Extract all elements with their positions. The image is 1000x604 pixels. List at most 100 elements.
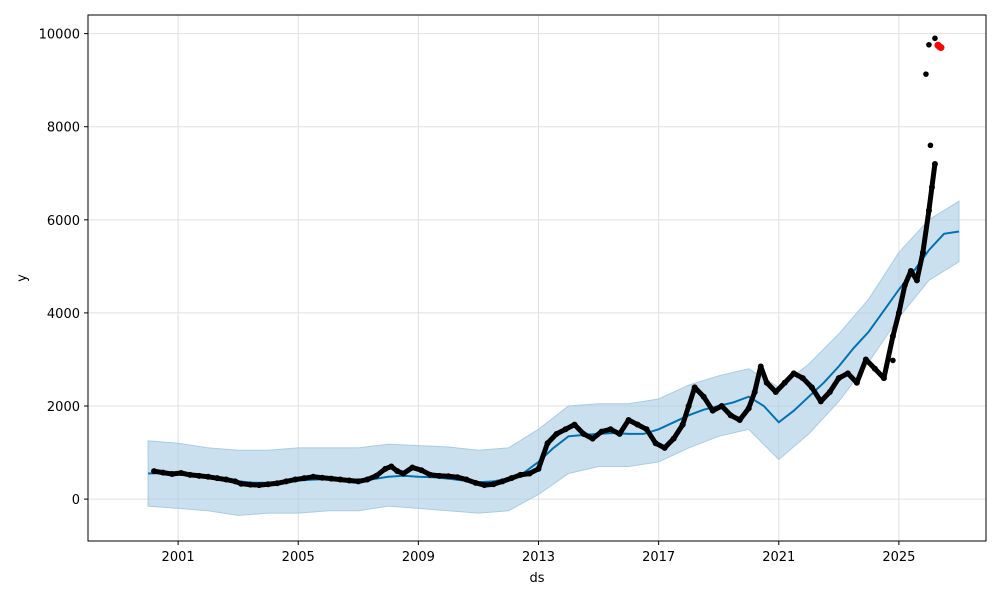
observed-point <box>589 435 596 442</box>
observed-point <box>799 375 806 382</box>
observed-point <box>790 370 797 377</box>
observed-point <box>274 480 281 487</box>
observed-point <box>223 476 230 483</box>
observed-point <box>781 379 788 386</box>
observed-point <box>490 481 497 488</box>
observed-point <box>214 475 221 482</box>
plot-area-frame <box>87 14 987 542</box>
observed-point <box>388 463 395 470</box>
observed-point <box>508 475 515 482</box>
x-tick-label: 2025 <box>882 550 915 565</box>
y-axis-label: y <box>15 274 30 282</box>
observed-point <box>772 389 779 396</box>
observed-point <box>643 426 650 433</box>
observed-point <box>247 481 254 488</box>
observed-point <box>364 476 371 483</box>
y-tick-label: 0 <box>72 493 80 508</box>
observed-point <box>151 468 158 475</box>
observed-point <box>409 464 416 471</box>
observed-point <box>928 184 935 191</box>
y-axis-ticks: 0 2000 4000 6000 8000 10000 <box>39 28 88 508</box>
observed-point <box>346 477 353 484</box>
observed-point <box>283 478 290 485</box>
observed-point <box>535 465 542 472</box>
x-axis-ticks: 2001 2005 2009 2013 2017 2021 2025 <box>162 541 915 565</box>
observed-point <box>685 403 692 410</box>
observed-point <box>292 476 299 483</box>
outlier-point <box>923 71 929 77</box>
observed-point <box>463 476 470 483</box>
observed-point <box>709 407 716 414</box>
observed-point <box>571 421 578 428</box>
x-tick-label: 2013 <box>522 550 555 565</box>
observed-point <box>880 375 887 382</box>
observed-point <box>661 444 668 451</box>
observed-point <box>472 479 479 486</box>
observed-point <box>328 475 335 482</box>
observed-point <box>931 160 938 167</box>
observed-point <box>691 384 698 391</box>
observed-point <box>736 416 743 423</box>
observed-point <box>652 440 659 447</box>
observed-point <box>187 471 194 478</box>
observed-point <box>607 426 614 433</box>
observed-point <box>418 467 425 474</box>
observed-point <box>757 363 764 370</box>
x-tick-label: 2009 <box>402 550 435 565</box>
observed-point <box>169 470 176 477</box>
x-tick-label: 2017 <box>642 550 675 565</box>
outlier-point <box>890 357 896 364</box>
observed-points <box>151 35 938 489</box>
observed-point <box>913 277 920 284</box>
y-tick-label: 2000 <box>47 400 80 415</box>
interval-area <box>147 200 960 516</box>
observed-point <box>562 426 569 433</box>
y-tick-label: 10000 <box>39 28 80 43</box>
grid-lines <box>88 15 986 541</box>
observed-point <box>616 430 623 437</box>
observed-point <box>625 416 632 423</box>
uncertainty-band <box>147 200 960 516</box>
observed-point <box>427 471 434 478</box>
observed-point <box>763 379 770 386</box>
observed-point <box>436 472 443 479</box>
observed-point <box>301 475 308 482</box>
observed-point <box>256 482 263 489</box>
y-tick-label: 4000 <box>47 307 80 322</box>
observed-point <box>919 249 926 256</box>
y-tick-label: 6000 <box>47 214 80 229</box>
observed-point <box>454 474 461 481</box>
highlighted-points <box>934 41 945 52</box>
observed-point <box>871 365 878 372</box>
observed-point <box>835 375 842 382</box>
observed-trace <box>153 163 938 488</box>
observed-point <box>310 473 317 480</box>
observed-point <box>580 430 587 437</box>
observed-point <box>400 470 407 477</box>
observed-point <box>337 476 344 483</box>
observed-point <box>853 379 860 386</box>
observed-point <box>355 478 362 485</box>
x-tick-label: 2001 <box>162 550 195 565</box>
observed-point <box>817 398 824 405</box>
observed-point <box>598 428 605 435</box>
x-tick-label: 2021 <box>762 550 795 565</box>
observed-point <box>895 309 902 316</box>
observed-point <box>925 207 932 214</box>
observed-point <box>160 469 167 476</box>
observed-point <box>634 421 641 428</box>
observed-point <box>901 281 908 288</box>
observed-point <box>178 470 185 477</box>
observed-point <box>238 480 245 487</box>
outlier-point <box>932 35 938 42</box>
observed-point <box>544 440 551 447</box>
observed-point <box>844 370 851 377</box>
observed-point <box>481 482 488 489</box>
observed-point <box>862 356 869 363</box>
observed-point <box>679 421 686 428</box>
observed-point <box>526 470 533 477</box>
observed-point <box>553 430 560 437</box>
highlighted-point <box>937 44 945 52</box>
x-axis-label: ds <box>529 571 544 586</box>
